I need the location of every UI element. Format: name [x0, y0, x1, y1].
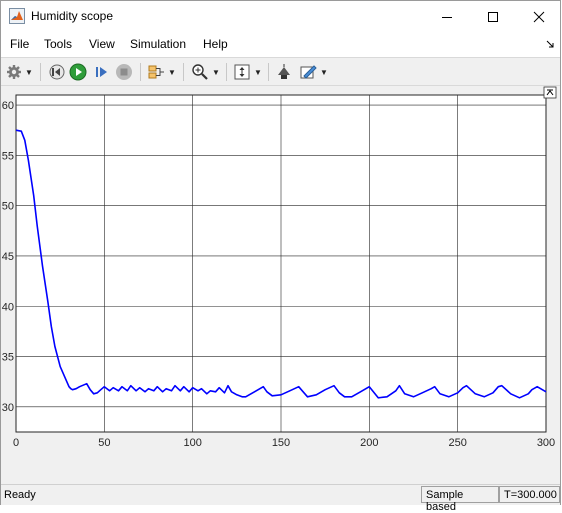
y-tick-label: 55 [2, 150, 14, 162]
highlight-block-button[interactable] [275, 62, 293, 82]
minimize-icon [442, 16, 452, 18]
dropdown-arrow-icon: ▼ [168, 67, 176, 77]
step-back-button[interactable] [47, 62, 65, 82]
menu-dock-arrow-icon[interactable] [546, 40, 554, 48]
style-icon [300, 65, 317, 79]
dropdown-arrow-icon: ▼ [212, 67, 220, 77]
matlab-icon [9, 8, 25, 24]
toolbar-separator [140, 63, 141, 81]
highlight-block-icon [278, 64, 290, 79]
menu-view[interactable]: View [89, 37, 115, 51]
zoom-icon [192, 64, 208, 80]
y-tick-label: 60 [2, 100, 14, 112]
y-tick-label: 45 [2, 251, 14, 263]
status-time: T=300.000 [499, 486, 560, 503]
step-back-icon [49, 64, 65, 80]
menu-file[interactable]: File [10, 37, 30, 51]
stop-icon [116, 64, 132, 80]
humidity-chart[interactable]: 0 50 100 150 200 250 300 30 35 40 45 50 55 60 [1, 86, 561, 484]
scale-axes-button[interactable]: ▼ [233, 62, 262, 82]
gear-icon [7, 65, 21, 79]
menu-help[interactable]: Help [203, 37, 228, 51]
step-forward-button[interactable] [93, 62, 111, 82]
x-tick-label: 300 [537, 437, 555, 449]
signal-selector-icon [148, 65, 164, 79]
undock-icon [546, 89, 554, 96]
x-tick-label: 0 [13, 437, 19, 449]
configuration-button[interactable]: ▼ [6, 62, 33, 82]
toolbar-separator [183, 63, 184, 81]
y-tick-label: 50 [2, 201, 14, 213]
scale-axes-icon [234, 64, 250, 80]
x-tick-label: 50 [98, 437, 110, 449]
x-tick-label: 200 [360, 437, 378, 449]
window-title: Humidity scope [31, 9, 114, 23]
toolbar-separator [40, 63, 41, 81]
stop-button[interactable] [115, 62, 133, 82]
y-tick-label: 35 [2, 352, 14, 364]
toolbar: ▼ [1, 57, 560, 86]
menu-simulation[interactable]: Simulation [130, 37, 187, 51]
y-tick-label: 40 [2, 301, 14, 313]
toolbar-separator [268, 63, 269, 81]
series-line [15, 129, 547, 399]
menu-tools[interactable]: Tools [44, 37, 73, 51]
maximize-icon [488, 11, 498, 22]
y-tick-label: 30 [2, 402, 14, 414]
menu-bar: File Tools View Simulation Help [1, 32, 560, 57]
plot-undock-button[interactable] [543, 86, 557, 99]
dropdown-arrow-icon: ▼ [254, 67, 262, 77]
status-ready: Ready [4, 489, 36, 501]
run-icon [69, 63, 87, 81]
status-bar: Ready Sample based T=300.000 [1, 484, 560, 513]
toolbar-separator [226, 63, 227, 81]
x-tick-label: 100 [183, 437, 201, 449]
dropdown-arrow-icon: ▼ [320, 67, 328, 77]
plot-area: 0 50 100 150 200 250 300 30 35 40 45 50 55 60 [1, 86, 560, 484]
close-icon [533, 11, 545, 22]
x-tick-label: 150 [272, 437, 290, 449]
step-forward-icon [96, 67, 107, 77]
dropdown-arrow-icon: ▼ [25, 67, 33, 77]
zoom-button[interactable]: ▼ [191, 62, 220, 82]
run-button[interactable] [69, 62, 87, 82]
x-tick-label: 250 [448, 437, 466, 449]
maximize-button[interactable] [470, 1, 516, 32]
status-mode: Sample based [421, 486, 499, 513]
signal-selector-button[interactable]: ▼ [147, 62, 176, 82]
close-button[interactable] [516, 1, 562, 32]
title-bar[interactable]: Humidity scope [1, 1, 560, 32]
minimize-button[interactable] [424, 1, 470, 32]
style-button[interactable]: ▼ [299, 62, 328, 82]
